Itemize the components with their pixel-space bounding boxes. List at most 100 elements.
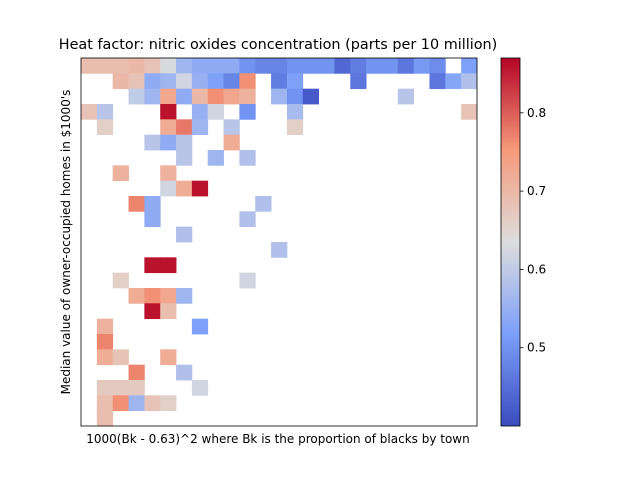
heatmap-cell bbox=[128, 380, 145, 396]
colorbar-tick-label: 0.5 bbox=[527, 341, 546, 355]
heatmap-cell bbox=[239, 73, 256, 90]
heatmap-cell bbox=[160, 73, 177, 90]
heatmap-cell bbox=[286, 88, 304, 105]
heatmap-cell bbox=[81, 104, 98, 120]
heatmap-cell bbox=[160, 395, 177, 412]
heatmap-cell bbox=[81, 58, 98, 74]
heatmap-cell bbox=[334, 58, 351, 74]
heatmap-cell bbox=[239, 104, 256, 120]
heatmap-cell bbox=[191, 73, 209, 90]
heatmap-cell bbox=[207, 73, 224, 90]
heatmap-cell bbox=[176, 119, 193, 136]
heatmap-cell bbox=[239, 88, 256, 105]
heatmap-cell bbox=[160, 180, 177, 197]
heatmap-cell bbox=[144, 395, 161, 412]
heatmap-cell bbox=[128, 395, 145, 412]
x-axis-label: 1000(Bk - 0.63)^2 where Bk is the propor… bbox=[86, 432, 469, 446]
heatmap-cell bbox=[96, 380, 114, 396]
heatmap-cell bbox=[160, 88, 177, 105]
heatmap-cell bbox=[112, 73, 129, 90]
heatmap-cell bbox=[191, 58, 209, 74]
heatmap-cell bbox=[176, 134, 193, 151]
heatmap-cell bbox=[112, 380, 129, 396]
heatmap-cell bbox=[191, 380, 209, 396]
heatmap-cell bbox=[176, 73, 193, 90]
heatmap-cell bbox=[160, 257, 177, 274]
heatmap-cell bbox=[429, 73, 446, 90]
heatmap-cell bbox=[112, 272, 129, 289]
heatmap-cell bbox=[96, 410, 114, 427]
heatmap-cell bbox=[128, 58, 145, 74]
heatmap-cell bbox=[302, 88, 319, 105]
heatmap-cell bbox=[96, 104, 114, 120]
heatmap-cell bbox=[112, 58, 129, 74]
heatmap-cell bbox=[128, 73, 145, 90]
heatmap-cell bbox=[160, 134, 177, 151]
heatmap-cell bbox=[160, 303, 177, 320]
y-axis-label: Median value of owner-occupied homes in … bbox=[59, 90, 73, 395]
heatmap-cell bbox=[461, 104, 478, 120]
heatmap-cell bbox=[144, 196, 161, 212]
heatmap-cell bbox=[160, 288, 177, 304]
heatmap-cell bbox=[255, 196, 272, 212]
heatmap-cell bbox=[176, 180, 193, 197]
heatmap-cell bbox=[223, 119, 240, 136]
heatmap-cell bbox=[350, 73, 367, 90]
heatmap-cell bbox=[429, 58, 446, 74]
heatmap-cell bbox=[271, 88, 288, 105]
heatmap-cell bbox=[255, 58, 272, 74]
heatmap-cell bbox=[176, 288, 193, 304]
heatmap-cell bbox=[144, 58, 161, 74]
heatmap-cell bbox=[191, 119, 209, 136]
heatmap-cell bbox=[144, 134, 161, 151]
heatmap-cell bbox=[176, 58, 193, 74]
heatmap-cell bbox=[176, 226, 193, 243]
heatmap-cell bbox=[207, 88, 224, 105]
heatmap-cell bbox=[160, 349, 177, 366]
colorbar bbox=[500, 57, 521, 427]
heatmap-cell bbox=[239, 150, 256, 166]
heatmap-cell bbox=[176, 150, 193, 166]
heatmap-cell bbox=[207, 150, 224, 166]
heatmap-cell bbox=[286, 73, 304, 90]
heatmap-cell bbox=[223, 134, 240, 151]
heatmap-cell bbox=[96, 395, 114, 412]
heatmap-cell bbox=[271, 58, 288, 74]
heatmap-cell bbox=[318, 58, 335, 74]
heatmap-cell bbox=[128, 288, 145, 304]
heatmap-cell bbox=[223, 58, 240, 74]
heatmap-cell bbox=[128, 196, 145, 212]
heatmap-cell bbox=[96, 119, 114, 136]
heatmap-cell bbox=[239, 58, 256, 74]
heatmap-cell bbox=[207, 104, 224, 120]
heatmap-cell bbox=[413, 58, 430, 74]
heatmap-cell bbox=[176, 364, 193, 381]
heatmap-cell bbox=[144, 257, 161, 274]
heatmap-cell bbox=[302, 58, 319, 74]
heatmap-cell bbox=[271, 73, 288, 90]
colorbar-tick-label: 0.7 bbox=[527, 184, 546, 198]
colorbar-tick-label: 0.6 bbox=[527, 262, 546, 276]
heatmap-cell bbox=[176, 88, 193, 105]
heatmap-cell bbox=[96, 334, 114, 350]
heatmap-cell bbox=[191, 104, 209, 120]
heatmap-cell bbox=[144, 288, 161, 304]
heatmap-cell bbox=[160, 165, 177, 182]
heatmap-cell bbox=[96, 58, 114, 74]
heatmap-cell bbox=[128, 88, 145, 105]
heatmap-cell bbox=[239, 211, 256, 228]
heatmap-cell bbox=[160, 104, 177, 120]
heatmap-cell bbox=[96, 318, 114, 335]
heatmap-cell bbox=[144, 211, 161, 228]
heatmap-cell bbox=[397, 88, 415, 105]
colorbar-tick-label: 0.8 bbox=[527, 106, 546, 120]
heatmap-cell bbox=[286, 104, 304, 120]
heatmap-cells bbox=[81, 58, 478, 427]
heatmap-cell bbox=[191, 318, 209, 335]
heatmap-cell bbox=[191, 88, 209, 105]
colorbar-ticks: 0.5 0.6 0.7 0.8 bbox=[520, 106, 546, 355]
heatmap-cell bbox=[207, 58, 224, 74]
heatmap-cell bbox=[160, 119, 177, 136]
plot-frame bbox=[80, 57, 478, 427]
